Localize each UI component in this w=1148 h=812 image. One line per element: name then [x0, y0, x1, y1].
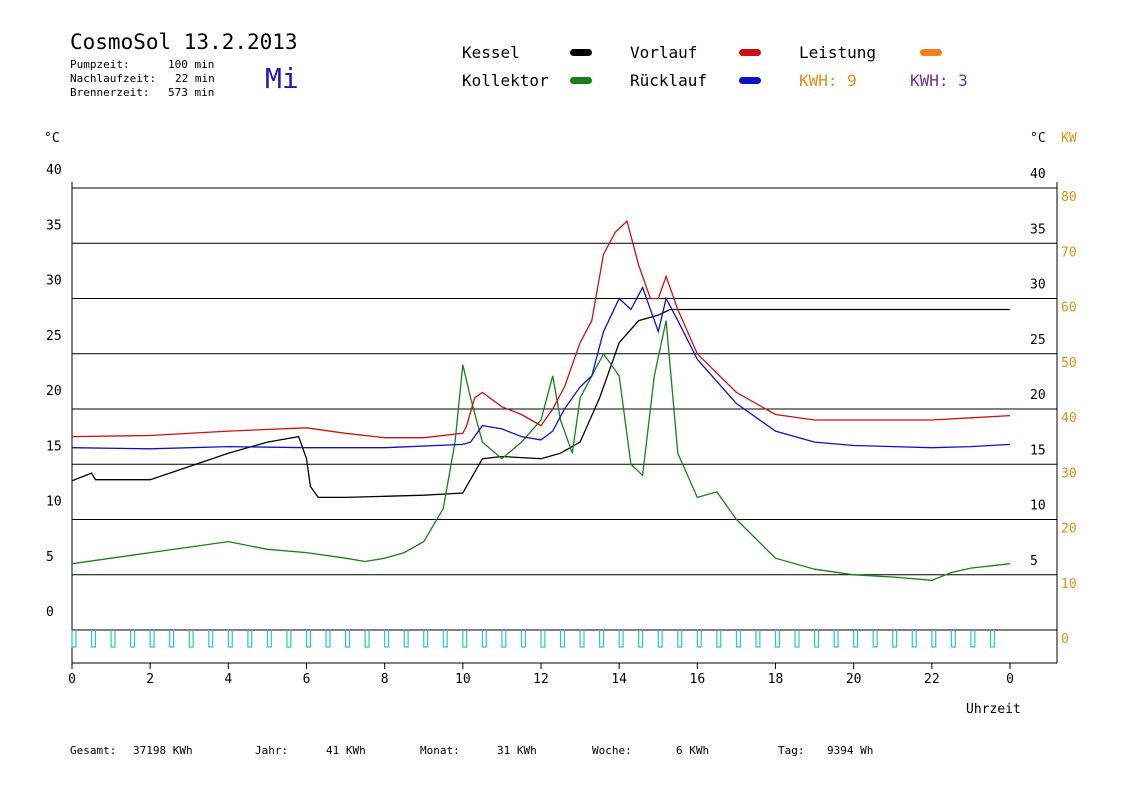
- y-left-tick-label-35: 35: [46, 218, 62, 233]
- y-right-kw-tick-label-10: 10: [1061, 577, 1077, 592]
- y-right-celsius-tick-label-15: 15: [1030, 443, 1046, 458]
- left-axis-unit: °C: [44, 131, 60, 146]
- stat-woche-label: Woche:: [592, 744, 632, 757]
- x-tick-label-5: 10: [455, 672, 471, 687]
- series-kessel: [71, 308, 1010, 499]
- y-left-tick-label-40: 40: [46, 163, 62, 178]
- y-right-celsius-tick-label-10: 10: [1030, 499, 1046, 514]
- legend-kollektor-label: Kollektor: [462, 71, 549, 90]
- legend-vorlauf-swatch: [739, 49, 761, 56]
- y-left-tick-label-10: 10: [46, 495, 62, 510]
- x-tick-label-8: 16: [690, 672, 706, 687]
- y-left-tick-label-25: 25: [46, 329, 62, 344]
- y-left-tick-label-20: 20: [46, 384, 62, 399]
- stat-jahr-value: 41 KWh: [326, 744, 366, 757]
- brennerzeit-value: 573 min: [168, 86, 215, 99]
- x-tick-label-1: 2: [146, 672, 154, 687]
- series-vorlauf: [71, 219, 1011, 439]
- stat-monat-label: Monat:: [420, 744, 460, 757]
- series-ruecklauf: [71, 285, 1011, 450]
- series-kollektor: [71, 320, 1011, 581]
- stat-woche-value: 6 KWh: [676, 744, 710, 757]
- x-tick-label-4: 8: [381, 672, 389, 687]
- nachlaufzeit-label: Nachlaufzeit:: [70, 72, 157, 85]
- stat-tag-label: Tag:: [778, 744, 805, 757]
- legend-ruecklauf-label: Rücklauf: [630, 71, 708, 90]
- legend-kollektor-swatch: [570, 77, 592, 84]
- y-right-kw-tick-label-30: 30: [1061, 466, 1077, 481]
- legend-leistung-swatch: [920, 49, 942, 56]
- y-right-kw-tick-label-40: 40: [1061, 411, 1077, 426]
- y-right-kw-tick-label-60: 60: [1061, 301, 1077, 316]
- right-axis-unit-celsius: °C: [1030, 131, 1046, 146]
- legend-kessel-label: Kessel: [462, 43, 520, 62]
- legend-leistung-label: Leistung: [799, 43, 877, 62]
- legend-kwh-secondary: KWH: 3: [910, 71, 968, 90]
- x-tick-label-7: 14: [611, 672, 627, 687]
- y-right-celsius-tick-label-30: 30: [1030, 278, 1046, 293]
- legend-kwh-leistung: KWH: 9: [799, 71, 857, 90]
- x-tick-label-12: 0: [1006, 672, 1014, 687]
- stat-monat-value: 31 KWh: [497, 744, 537, 757]
- y-left-tick-label-0: 0: [46, 605, 54, 620]
- chart-title: CosmoSol 13.2.2013: [70, 30, 298, 54]
- stat-gesamt-label: Gesamt:: [70, 744, 117, 757]
- pumpzeit-label: Pumpzeit:: [70, 58, 130, 71]
- x-tick-label-9: 18: [768, 672, 784, 687]
- x-tick-label-11: 22: [924, 672, 940, 687]
- stat-tag-value: 9394 Wh: [827, 744, 874, 757]
- y-left-tick-label-15: 15: [46, 439, 62, 454]
- y-right-celsius-tick-label-25: 25: [1030, 333, 1046, 348]
- stat-jahr-label: Jahr:: [255, 744, 289, 757]
- y-left-tick-label-30: 30: [46, 274, 62, 289]
- x-tick-label-3: 6: [303, 672, 311, 687]
- y-right-kw-tick-label-70: 70: [1061, 245, 1077, 260]
- pumpzeit-value: 100 min: [168, 58, 215, 71]
- y-right-kw-tick-label-50: 50: [1061, 356, 1077, 371]
- legend-kessel-swatch: [570, 49, 592, 56]
- y-right-kw-tick-label-80: 80: [1061, 190, 1077, 205]
- y-right-celsius-tick-label-20: 20: [1030, 388, 1046, 403]
- x-tick-label-2: 4: [224, 672, 232, 687]
- stat-gesamt-value: 37198 KWh: [133, 744, 193, 757]
- pump-status-trace: [71, 630, 995, 648]
- legend-ruecklauf-swatch: [739, 77, 761, 84]
- x-tick-label-0: 0: [68, 672, 76, 687]
- y-right-kw-tick-label-20: 20: [1061, 522, 1077, 537]
- y-left-tick-label-5: 5: [46, 550, 54, 565]
- x-tick-label-10: 20: [846, 672, 862, 687]
- y-right-celsius-tick-label-35: 35: [1030, 222, 1046, 237]
- right-axis-unit-kw: KW: [1061, 131, 1077, 146]
- x-axis-label: Uhrzeit: [966, 702, 1021, 717]
- y-right-celsius-tick-label-5: 5: [1030, 554, 1038, 569]
- y-right-celsius-tick-label-40: 40: [1030, 167, 1046, 182]
- y-right-kw-tick-label-0: 0: [1061, 632, 1069, 647]
- brennerzeit-label: Brennerzeit:: [70, 86, 150, 99]
- weekday-label: Mi: [265, 62, 299, 95]
- nachlaufzeit-value: 22 min: [175, 72, 215, 85]
- x-tick-label-6: 12: [533, 672, 549, 687]
- legend-vorlauf-label: Vorlauf: [630, 43, 698, 62]
